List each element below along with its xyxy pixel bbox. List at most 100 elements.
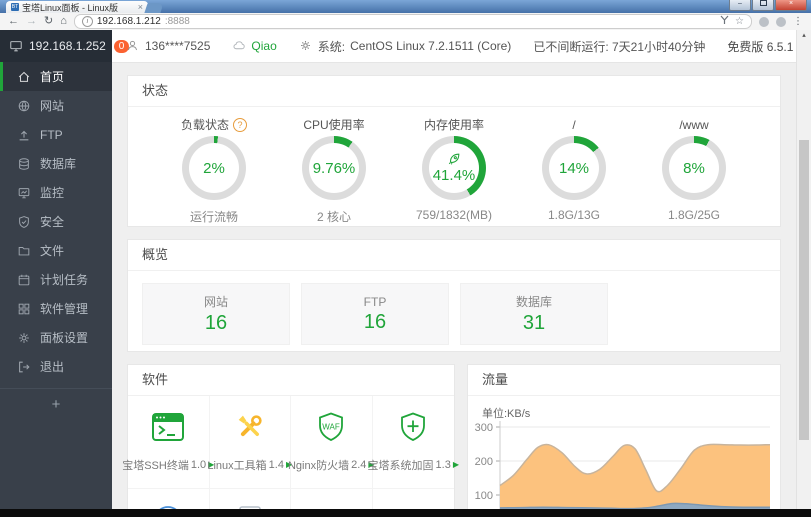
sidebar-item-files[interactable]: 文件 xyxy=(0,236,112,265)
app-name: Linux工具箱 xyxy=(207,460,267,472)
panel-header: 192.168.1.252 0 136****7525 Qiao 系统: xyxy=(0,30,811,63)
forward-icon[interactable]: → xyxy=(26,15,37,27)
browser-tab[interactable]: BT 宝塔Linux面板 - Linux版 × xyxy=(6,1,148,13)
donut-chart: 9.76% xyxy=(302,136,366,200)
traffic-panel-title: 流量 xyxy=(468,365,780,396)
overview-sites-box[interactable]: 网站 16 xyxy=(142,283,290,345)
gauge-sublabel: 1.8G/13G xyxy=(547,208,601,222)
uptime: 已不间断运行: 7天21小时40分钟 xyxy=(533,39,706,54)
overview-panel: 概览 网站 16 FTP 16 数据库 31 xyxy=(127,239,781,352)
sidebar-item-sites[interactable]: 网站 xyxy=(0,91,112,120)
scroll-up-arrow-icon[interactable]: ▴ xyxy=(802,32,806,39)
gear-icon xyxy=(299,39,313,53)
sidebar-item-cron[interactable]: 计划任务 xyxy=(0,265,112,294)
main-content: 状态 负载状态? 2% 运行流畅 CPU使用率 9.76% 2 核心 xyxy=(112,62,796,517)
sidebar-item-home[interactable]: 首页 xyxy=(0,62,112,91)
url-bar[interactable]: i 192.168.1.212 :8888 ☆ xyxy=(73,14,752,29)
system-label: 系统: xyxy=(317,39,346,54)
shield-plus-icon xyxy=(396,411,430,448)
waf-shield-icon: WAF xyxy=(314,411,348,448)
user-icon xyxy=(126,39,140,53)
donut-chart: 14% xyxy=(542,136,606,200)
status-panel: 状态 负载状态? 2% 运行流畅 CPU使用率 9.76% 2 核心 xyxy=(127,75,781,227)
app-tile-linux-toolbox[interactable]: Linux工具箱 1.4 ▶ xyxy=(207,396,292,489)
overview-panel-title: 概览 xyxy=(128,240,780,271)
sidebar-item-software[interactable]: 软件管理 xyxy=(0,294,112,323)
gauge-sublabel: 运行流畅 xyxy=(189,210,238,224)
window-bottom-edge xyxy=(0,509,811,517)
window-maximize-button[interactable] xyxy=(752,0,774,11)
extension-icon[interactable] xyxy=(776,16,786,27)
sidebar-item-settings[interactable]: 面板设置 xyxy=(0,323,112,352)
app-name: Nginx防火墙 xyxy=(287,460,350,472)
help-icon[interactable]: ? xyxy=(233,117,247,132)
browser-toolbar: ← → ↻ ⌂ i 192.168.1.212 :8888 ☆ ⋮ xyxy=(0,13,811,31)
logout-icon xyxy=(17,360,31,374)
cpu-usage-gauge: CPU使用率 9.76% 2 核心 xyxy=(278,116,390,225)
overview-database-box[interactable]: 数据库 31 xyxy=(460,283,608,345)
app-version: 1.4 xyxy=(268,459,284,471)
sidebar-item-ftp[interactable]: FTP xyxy=(0,120,112,149)
disk-www-gauge: /www 8% 1.8G/25G xyxy=(638,116,750,225)
disk-root-gauge: / 14% 1.8G/13G xyxy=(518,116,630,225)
app-tile-system-hardening[interactable]: 宝塔系统加固 1.3 ▶ xyxy=(368,396,459,489)
server-brand: 192.168.1.252 0 xyxy=(0,30,130,62)
sidebar-add-button[interactable]: + xyxy=(0,388,112,420)
page-info-icon[interactable]: i xyxy=(81,16,93,27)
app-tile-nginx-waf[interactable]: WAF Nginx防火墙 2.4 ▶ xyxy=(287,396,375,489)
home-button-icon[interactable]: ⌂ xyxy=(60,15,67,27)
terminal-icon xyxy=(151,411,185,448)
stat-label: FTP xyxy=(363,294,387,309)
extension-icon[interactable] xyxy=(759,16,769,27)
gauge-value: 8% xyxy=(683,159,705,177)
app-tile-empty xyxy=(291,489,373,517)
page-scrollbar[interactable]: ▴ xyxy=(796,30,811,509)
browser-titlebar: BT 宝塔Linux面板 - Linux版 × – × xyxy=(0,0,811,13)
stat-label: 数据库 xyxy=(515,295,552,309)
rocket-icon[interactable] xyxy=(447,152,461,166)
sidebar-item-logout[interactable]: 退出 xyxy=(0,352,112,381)
refresh-icon[interactable]: ↻ xyxy=(44,15,54,27)
overview-ftp-box[interactable]: FTP 16 xyxy=(301,283,449,345)
window-minimize-button[interactable]: – xyxy=(729,0,751,11)
scrollbar-thumb[interactable] xyxy=(799,140,809,440)
donut-chart: 41.4% xyxy=(422,136,486,200)
calendar-icon xyxy=(17,273,31,287)
app-tile-ssh-terminal[interactable]: 宝塔SSH终端 1.0 ▶ xyxy=(122,396,214,489)
gauge-sublabel: 759/1832(MB) xyxy=(415,208,493,222)
status-panel-title: 状态 xyxy=(128,76,780,107)
tab-close-icon[interactable]: × xyxy=(137,1,143,12)
sidebar-item-label: 数据库 xyxy=(40,157,77,171)
sidebar-item-monitor[interactable]: 监控 xyxy=(0,178,112,207)
user-account[interactable]: 136****7525 xyxy=(126,39,210,53)
folder-icon xyxy=(17,244,31,258)
plugin-icon[interactable] xyxy=(720,15,729,28)
server-monitor-icon xyxy=(9,39,23,53)
app-name: 宝塔系统加固 xyxy=(367,460,434,472)
donut-chart: 8% xyxy=(662,136,726,200)
traffic-unit-label: 单位:KB/s xyxy=(482,408,531,420)
window-close-button[interactable]: × xyxy=(775,0,807,11)
panel-version: 免费版 6.5.1 xyxy=(727,39,794,54)
message-count-badge[interactable]: 0 xyxy=(113,39,130,53)
sidebar-item-database[interactable]: 数据库 xyxy=(0,149,112,178)
tab-title: 宝塔Linux面板 - Linux版 xyxy=(22,2,119,13)
memory-usage-gauge: 内存使用率 41.4% 759/1832(MB) xyxy=(398,116,510,225)
traffic-chart-svg: 300 200 100 xyxy=(475,421,771,517)
browser-menu-icon[interactable]: ⋮ xyxy=(793,15,803,27)
back-icon[interactable]: ← xyxy=(8,15,19,27)
header-main: 136****7525 Qiao 系统: CentOS Linux 7.2.15… xyxy=(112,30,811,62)
new-tab-button[interactable] xyxy=(144,3,164,13)
user-phone: 136****7525 xyxy=(145,39,211,53)
url-port: :8888 xyxy=(164,16,190,27)
bookmark-star-icon[interactable]: ☆ xyxy=(735,15,744,27)
qq-account[interactable]: Qiao xyxy=(232,39,277,53)
gauge-value: 41.4% xyxy=(432,167,476,184)
sidebar: 首页 网站 FTP 数据库 监控 安全 文件 计划任务 xyxy=(0,62,112,509)
sidebar-item-security[interactable]: 安全 xyxy=(0,207,112,236)
monitor-icon xyxy=(17,186,31,200)
svg-text:100: 100 xyxy=(475,490,493,502)
sidebar-item-label: 监控 xyxy=(40,186,65,200)
sidebar-item-label: FTP xyxy=(40,127,63,142)
gauge-sublabel: 2 核心 xyxy=(316,210,351,224)
